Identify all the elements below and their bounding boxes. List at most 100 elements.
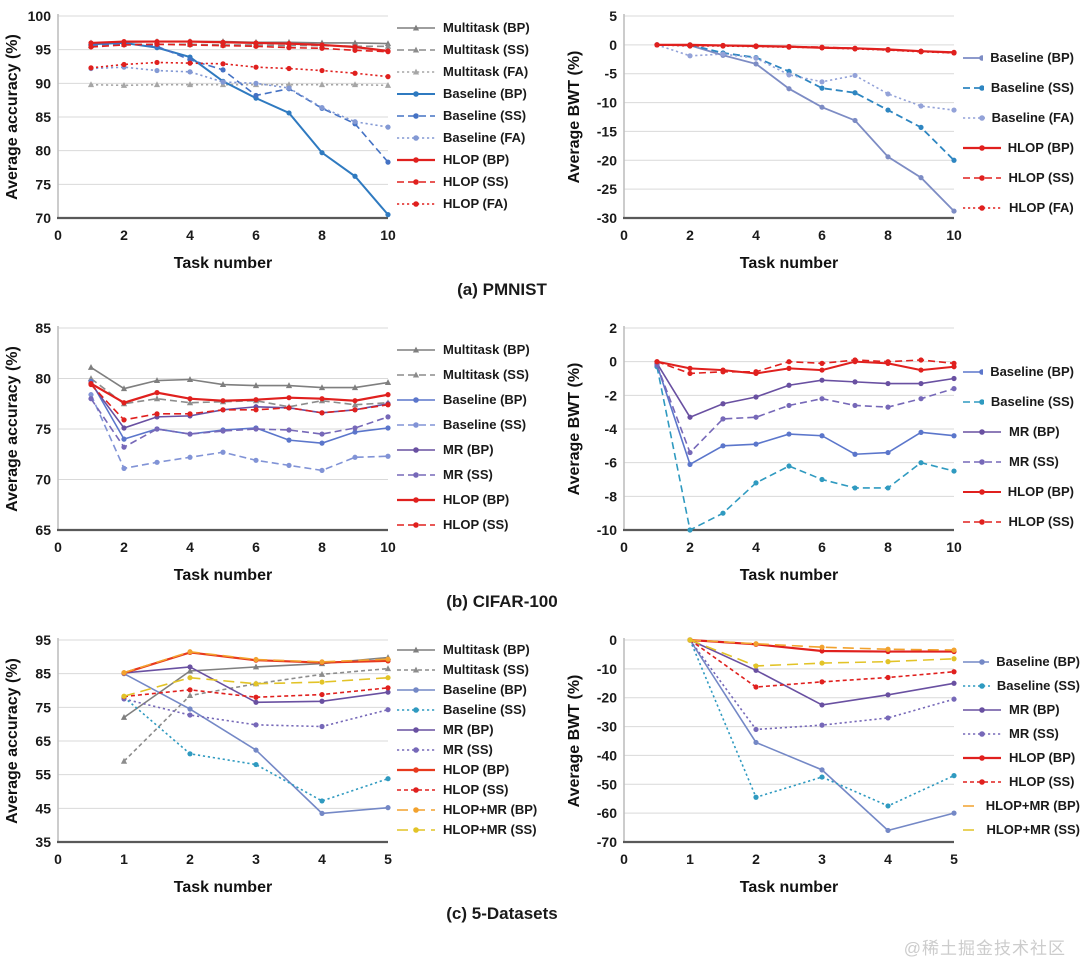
- legend-item-label: Baseline (SS): [990, 394, 1074, 409]
- svg-text:-8: -8: [605, 488, 618, 504]
- svg-text:70: 70: [35, 210, 51, 226]
- legend-item-multitask-bp-: Multitask (BP): [396, 20, 564, 35]
- legend-item-baseline-ss-: Baseline (SS): [962, 394, 1074, 409]
- svg-text:1: 1: [686, 851, 694, 867]
- legend-item-label: HLOP (SS): [443, 782, 509, 797]
- legend-item-hlop-ss-: HLOP (SS): [962, 514, 1074, 529]
- svg-text:Task number: Task number: [740, 567, 838, 584]
- legend-item-label: HLOP (BP): [443, 492, 510, 507]
- svg-text:0: 0: [620, 227, 628, 243]
- legend-item-baseline-ss-: Baseline (SS): [962, 80, 1074, 95]
- svg-text:10: 10: [380, 539, 396, 555]
- svg-text:90: 90: [35, 75, 51, 91]
- legend-line-sample-icon: [397, 24, 435, 30]
- legend-item-label: HLOP+MR (SS): [986, 822, 1080, 837]
- legend-item-label: Baseline (SS): [996, 678, 1080, 693]
- legend-line-sample-icon: [397, 686, 435, 693]
- legend-line-sample-icon: [963, 828, 980, 831]
- legend-item-mr-ss-: MR (SS): [962, 454, 1074, 469]
- legend-item-mr-bp-: MR (BP): [396, 442, 564, 457]
- legend-line-sample-icon: [963, 778, 1001, 785]
- svg-text:Task number: Task number: [174, 567, 272, 584]
- svg-text:-70: -70: [597, 834, 617, 850]
- legend-line-sample-icon: [397, 68, 435, 74]
- legend-item-label: HLOP (SS): [443, 517, 509, 532]
- svg-text:2: 2: [186, 851, 194, 867]
- legend-item-hlop-mr-ss-: HLOP+MR (SS): [962, 822, 1080, 837]
- legend-line-sample-icon: [397, 496, 435, 503]
- legend-item-hlop-bp-: HLOP (BP): [396, 152, 564, 167]
- legend-item-multitask-ss-: Multitask (SS): [396, 42, 564, 57]
- legend-item-label: Baseline (BP): [443, 392, 527, 407]
- legend-line-sample-icon: [963, 682, 990, 689]
- legend-line-sample-icon: [963, 706, 1001, 713]
- svg-text:0: 0: [54, 227, 62, 243]
- figure-page: 70 75 80 85 90 95 100 0 2 4 6 8 10 Task number Average…: [4, 8, 1080, 958]
- legend-pmnist-accuracy: Multitask (BP) Multitask (SS) Multitask (F…: [396, 20, 564, 211]
- legend-line-sample-icon: [397, 726, 435, 733]
- legend-item-label: MR (SS): [1009, 454, 1059, 469]
- legend-item-label: Multitask (FA): [443, 64, 529, 79]
- svg-text:4: 4: [752, 227, 760, 243]
- legend-item-label: Baseline (SS): [443, 702, 527, 717]
- svg-text:Average BWT (%): Average BWT (%): [566, 363, 583, 496]
- legend-line-sample-icon: [963, 368, 984, 375]
- legend-item-label: HLOP (BP): [1007, 140, 1074, 155]
- svg-text:8: 8: [318, 227, 326, 243]
- svg-text:-50: -50: [597, 776, 617, 792]
- legend-line-sample-icon: [397, 471, 435, 478]
- svg-text:8: 8: [884, 539, 892, 555]
- legend-item-label: Baseline (BP): [990, 50, 1074, 65]
- legend-item-label: MR (SS): [443, 742, 493, 757]
- legend-line-sample-icon: [963, 804, 979, 807]
- svg-text:0: 0: [54, 851, 62, 867]
- svg-text:8: 8: [318, 539, 326, 555]
- legend-line-sample-icon: [963, 114, 985, 121]
- svg-text:2: 2: [686, 227, 694, 243]
- legend-item-mr-bp-: MR (BP): [962, 424, 1074, 439]
- legend-item-baseline-bp-: Baseline (BP): [396, 682, 564, 697]
- legend-item-label: MR (SS): [443, 467, 493, 482]
- legend-item-label: HLOP (SS): [1008, 514, 1075, 529]
- legend-item-label: Multitask (BP): [443, 20, 530, 35]
- legend-line-sample-icon: [397, 90, 435, 97]
- legend-item-label: HLOP (FA): [1009, 200, 1074, 215]
- svg-text:85: 85: [35, 320, 51, 336]
- svg-text:6: 6: [818, 227, 826, 243]
- legend-line-sample-icon: [397, 446, 435, 453]
- svg-text:1: 1: [120, 851, 128, 867]
- svg-text:95: 95: [35, 632, 51, 648]
- legend-line-sample-icon: [397, 806, 435, 813]
- legend-item-baseline-fa-: Baseline (FA): [396, 130, 564, 145]
- legend-item-baseline-bp-: Baseline (BP): [396, 86, 564, 101]
- svg-text:75: 75: [35, 176, 51, 192]
- svg-text:5: 5: [950, 851, 958, 867]
- legend-item-label: Baseline (FA): [991, 110, 1074, 125]
- svg-text:4: 4: [186, 227, 194, 243]
- svg-text:-2: -2: [605, 387, 618, 403]
- legend-item-label: MR (BP): [443, 442, 494, 457]
- legend-item-hlop-bp-: HLOP (BP): [962, 750, 1080, 765]
- legend-item-label: Multitask (BP): [443, 642, 530, 657]
- legend-item-baseline-bp-: Baseline (BP): [396, 392, 564, 407]
- svg-text:-25: -25: [597, 181, 617, 197]
- legend-line-sample-icon: [963, 144, 1001, 151]
- svg-text:4: 4: [884, 851, 892, 867]
- legend-line-sample-icon: [397, 646, 435, 652]
- legend-item-mr-bp-: MR (BP): [962, 702, 1080, 717]
- svg-text:0: 0: [54, 539, 62, 555]
- legend-item-mr-bp-: MR (BP): [396, 722, 564, 737]
- legend-item-hlop-bp-: HLOP (BP): [962, 484, 1074, 499]
- legend-item-label: HLOP (BP): [1009, 750, 1076, 765]
- legend-item-hlop-ss-: HLOP (SS): [396, 174, 564, 189]
- svg-text:0: 0: [620, 539, 628, 555]
- legend-cifar100-bwt: Baseline (BP) Baseline (SS) MR (BP) MR (SS)…: [962, 364, 1074, 529]
- svg-text:65: 65: [35, 733, 51, 749]
- legend-line-sample-icon: [963, 428, 1001, 435]
- legend-item-mr-ss-: MR (SS): [396, 742, 564, 757]
- svg-text:2: 2: [609, 320, 617, 336]
- legend-item-label: MR (SS): [1009, 726, 1059, 741]
